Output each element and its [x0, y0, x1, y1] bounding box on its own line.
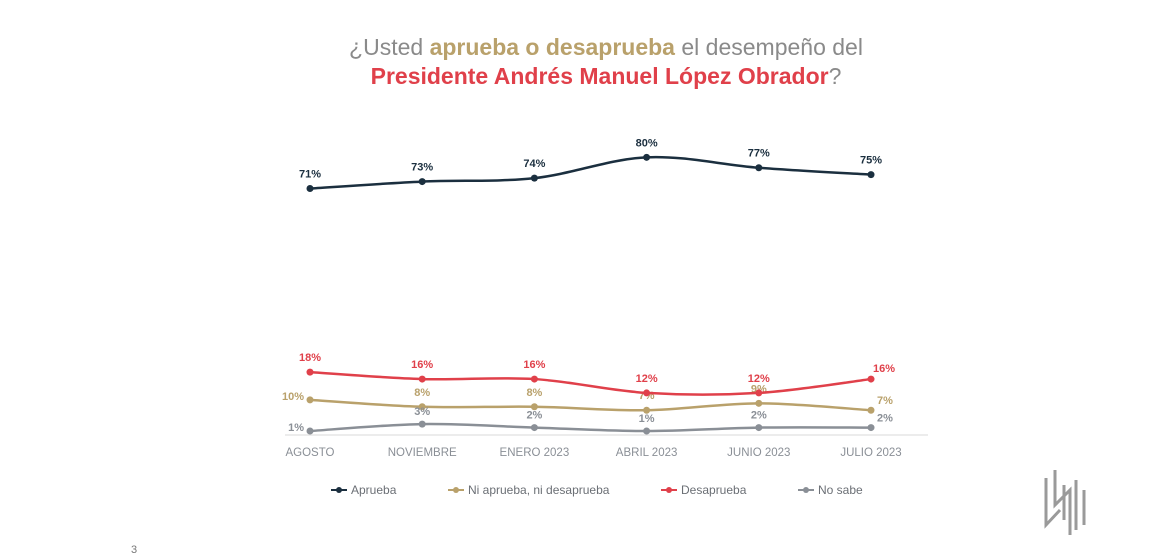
- legend-marker: [453, 487, 459, 493]
- value-label: 16%: [411, 359, 433, 371]
- x-tick-label: AGOSTO: [286, 447, 335, 459]
- data-point: [306, 396, 314, 404]
- data-point: [306, 368, 314, 376]
- legend-label: No sabe: [818, 483, 863, 497]
- value-label: 8%: [526, 387, 542, 399]
- series-line: [309, 155, 872, 190]
- legend-marker: [336, 487, 342, 493]
- value-label: 12%: [636, 373, 658, 385]
- legend-marker: [666, 487, 672, 493]
- value-label: 80%: [636, 137, 658, 149]
- title-part: ¿Usted: [349, 34, 430, 60]
- value-label: 16%: [873, 363, 895, 375]
- data-point: [418, 420, 426, 428]
- data-point: [867, 424, 875, 432]
- title-part: Presidente Andrés Manuel López Obrador: [371, 63, 829, 89]
- data-point: [530, 375, 538, 383]
- data-point: [643, 406, 651, 414]
- series-line: [309, 398, 872, 412]
- data-point: [755, 164, 763, 172]
- data-point: [867, 406, 875, 414]
- value-label: 1%: [288, 422, 304, 434]
- value-label: 75%: [860, 155, 882, 167]
- data-point: [755, 389, 763, 397]
- value-label: 77%: [748, 148, 770, 160]
- data-point: [306, 427, 314, 435]
- data-point: [755, 399, 763, 407]
- value-label: 10%: [282, 391, 304, 403]
- data-point: [643, 389, 651, 397]
- title-part: ?: [829, 63, 842, 89]
- x-tick-label: ENERO 2023: [500, 447, 570, 459]
- value-label: 1%: [639, 413, 655, 425]
- data-point: [418, 178, 426, 186]
- value-label: 2%: [877, 413, 893, 425]
- data-point: [418, 403, 426, 411]
- legend-label: Aprueba: [351, 483, 397, 497]
- value-label: 2%: [751, 410, 767, 422]
- data-point: [306, 185, 314, 193]
- data-point: [418, 375, 426, 383]
- x-tick-label: JULIO 2023: [840, 447, 901, 459]
- data-point: [643, 153, 651, 161]
- data-point: [867, 171, 875, 179]
- value-label: 74%: [523, 158, 545, 170]
- data-point: [530, 424, 538, 432]
- value-label: 18%: [299, 352, 321, 364]
- series-line: [309, 422, 872, 433]
- page-number: 3: [131, 544, 137, 554]
- title-line: Presidente Andrés Manuel López Obrador?: [371, 63, 842, 89]
- data-point: [530, 403, 538, 411]
- value-label: 73%: [411, 162, 433, 174]
- legend-marker: [803, 487, 809, 493]
- title-part: aprueba o desaprueba: [430, 34, 676, 60]
- data-point: [643, 427, 651, 435]
- value-label: 7%: [877, 395, 893, 407]
- logo: [1044, 470, 1086, 535]
- legend-label: Ni aprueba, ni desaprueba: [468, 483, 610, 497]
- value-label: 3%: [414, 406, 430, 418]
- data-point: [755, 424, 763, 432]
- value-label: 8%: [414, 387, 430, 399]
- title-line: ¿Usted aprueba o desaprueba el desempeño…: [349, 34, 863, 60]
- value-label: 12%: [748, 373, 770, 385]
- x-tick-label: ABRIL 2023: [616, 447, 678, 459]
- value-label: 2%: [526, 410, 542, 422]
- data-point: [530, 174, 538, 182]
- x-tick-label: JUNIO 2023: [727, 447, 790, 459]
- title-part: el desempeño del: [675, 34, 863, 60]
- value-label: 16%: [523, 359, 545, 371]
- data-point: [867, 375, 875, 383]
- legend-label: Desaprueba: [681, 483, 747, 497]
- series-line: [309, 370, 872, 396]
- value-label: 71%: [299, 169, 321, 181]
- x-tick-label: NOVIEMBRE: [388, 447, 457, 459]
